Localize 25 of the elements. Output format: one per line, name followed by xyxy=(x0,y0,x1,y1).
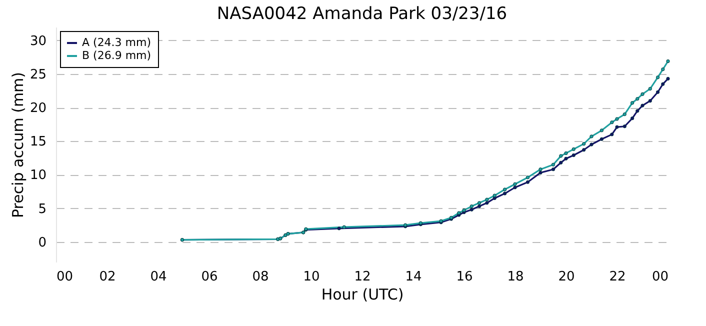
x-tick-label: 20 xyxy=(558,270,575,284)
x-tick-label: 02 xyxy=(99,270,116,284)
x-tick-label: 12 xyxy=(354,270,371,284)
x-tick-label: 00 xyxy=(652,270,668,284)
x-tick-label: 08 xyxy=(252,270,269,284)
x-tick-label: 06 xyxy=(201,270,218,284)
y-tick-label: 20 xyxy=(30,101,46,116)
x-tick-label: 14 xyxy=(405,270,422,284)
chart-title: NASA0042 Amanda Park 03/23/16 xyxy=(216,4,508,24)
y-tick-label: 5 xyxy=(38,202,46,217)
y-tick-label: 15 xyxy=(30,134,46,150)
x-tick-label: 16 xyxy=(456,270,473,284)
x-tick-label: 00 xyxy=(56,270,74,284)
legend-label: B (26.9 mm) xyxy=(82,49,152,62)
x-axis-title: Hour (UTC) xyxy=(321,286,404,304)
x-tick-label: 04 xyxy=(150,270,167,284)
x-tick-label: 10 xyxy=(303,270,320,284)
y-tick-label: 10 xyxy=(30,168,46,184)
y-tick-label: 0 xyxy=(38,235,46,250)
y-axis-title: Precip accum (mm) xyxy=(8,72,27,218)
y-tick-label: 25 xyxy=(30,68,46,82)
x-tick-label: 18 xyxy=(507,270,524,284)
x-tick-label: 22 xyxy=(609,270,626,284)
y-tick-label: 30 xyxy=(30,34,46,49)
legend-label: A (24.3 mm) xyxy=(82,36,152,49)
